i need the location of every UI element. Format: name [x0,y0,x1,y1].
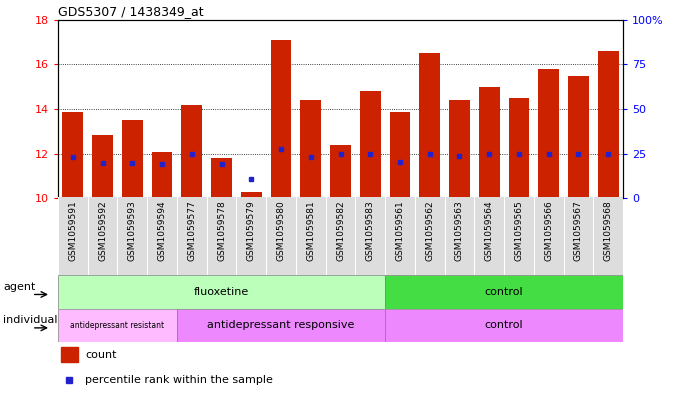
Text: count: count [85,350,116,360]
Text: GSM1059579: GSM1059579 [247,200,256,261]
Text: GSM1059565: GSM1059565 [514,200,524,261]
Bar [177,309,385,342]
Text: GSM1059566: GSM1059566 [544,200,553,261]
Text: GSM1059561: GSM1059561 [396,200,405,261]
Text: GSM1059563: GSM1059563 [455,200,464,261]
Bar [568,75,589,198]
Bar [211,158,232,198]
Text: control: control [485,320,524,330]
Bar [390,112,411,198]
Text: percentile rank within the sample: percentile rank within the sample [85,375,273,385]
Bar [479,87,500,198]
Text: GSM1059577: GSM1059577 [187,200,196,261]
Text: antidepressant resistant: antidepressant resistant [70,321,164,330]
Bar [449,100,470,198]
Text: GSM1059562: GSM1059562 [425,200,434,261]
Text: GSM1059593: GSM1059593 [128,200,137,261]
Bar [181,105,202,198]
Bar [598,51,618,198]
Bar [63,112,83,198]
Bar [241,192,262,198]
Bar [538,69,559,198]
Bar [61,347,78,362]
Text: GSM1059580: GSM1059580 [276,200,285,261]
Text: GSM1059583: GSM1059583 [366,200,375,261]
Bar [509,98,529,198]
Text: GSM1059568: GSM1059568 [604,200,613,261]
Bar [419,53,440,198]
Bar [385,275,623,309]
Bar [58,275,385,309]
Text: GSM1059578: GSM1059578 [217,200,226,261]
Text: GSM1059581: GSM1059581 [306,200,315,261]
Bar [122,120,143,198]
Bar [92,135,113,198]
Text: GSM1059582: GSM1059582 [336,200,345,261]
Text: GSM1059592: GSM1059592 [98,200,107,261]
Bar [270,40,291,198]
Text: GDS5307 / 1438349_at: GDS5307 / 1438349_at [58,6,204,18]
Bar [58,309,177,342]
Text: GSM1059567: GSM1059567 [574,200,583,261]
Text: antidepressant responsive: antidepressant responsive [207,320,355,330]
Text: control: control [485,287,524,297]
Text: agent: agent [3,282,35,292]
Bar [330,145,351,198]
Text: individual: individual [3,315,57,325]
Bar [360,91,381,198]
Text: GSM1059594: GSM1059594 [157,200,167,261]
Bar [385,309,623,342]
Text: GSM1059564: GSM1059564 [485,200,494,261]
Bar [152,152,172,198]
Text: fluoxetine: fluoxetine [194,287,249,297]
Text: GSM1059591: GSM1059591 [68,200,77,261]
Bar [300,100,321,198]
